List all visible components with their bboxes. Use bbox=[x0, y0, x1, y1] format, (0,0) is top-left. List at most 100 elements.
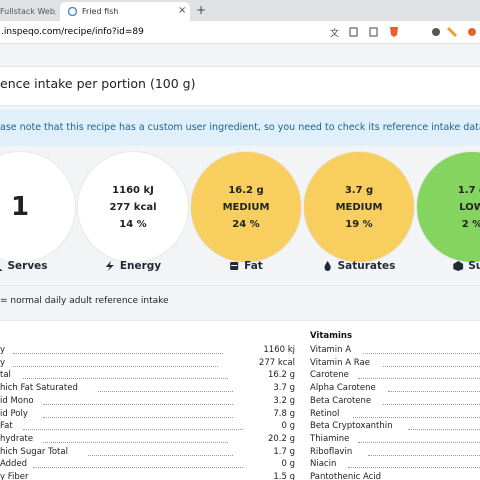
icon bbox=[105, 261, 114, 271]
leader bbox=[33, 467, 243, 469]
leader bbox=[358, 441, 480, 443]
nutrient-value: 277 kcal bbox=[258, 357, 295, 368]
leader bbox=[88, 454, 233, 456]
leader bbox=[353, 416, 480, 418]
label-text: Sug bbox=[468, 260, 480, 272]
leader bbox=[368, 454, 480, 456]
vitamins-title: Vitamins bbox=[310, 331, 353, 341]
circle-text: 277 kcal bbox=[109, 201, 157, 213]
tab-icon bbox=[68, 7, 77, 16]
nutrient-name: hich Sugar Total bbox=[0, 446, 68, 457]
nutrient-value: 7.8 g bbox=[273, 408, 295, 419]
leader bbox=[13, 353, 223, 354]
circle-text: 1.7 g bbox=[457, 184, 480, 196]
leader bbox=[43, 441, 228, 443]
nutrient-value: 0 g bbox=[281, 421, 295, 432]
url: .inspeqo.com/recipe/info?id=89 bbox=[1, 27, 144, 37]
nutrient-name: Added bbox=[0, 459, 28, 470]
nutrient-name: y bbox=[0, 345, 6, 355]
leader bbox=[383, 365, 480, 367]
nutrient-value: 20.2 g bbox=[267, 433, 295, 444]
active-tab[interactable] bbox=[60, 2, 190, 21]
vitamin-name: Pantothenic Acid bbox=[310, 472, 382, 480]
details-panel bbox=[0, 320, 480, 480]
nutrient-name: id Mono bbox=[0, 395, 34, 406]
vitamin-name: Retinol bbox=[310, 408, 340, 419]
circle-text: 1160 kJ bbox=[112, 184, 154, 196]
tab-title[interactable]: Fried fish bbox=[82, 7, 119, 16]
icon bbox=[0, 268, 3, 271]
vitamin-name: Thiamine bbox=[310, 433, 350, 444]
nutrient-circle: 16.2 g MEDIUM 24 % bbox=[191, 152, 301, 262]
separator bbox=[0, 285, 480, 286]
nutrient-name: hydrate bbox=[0, 433, 34, 444]
circle-text: 24 % bbox=[232, 218, 260, 230]
vitamin-name: Beta Cryptoxanthin bbox=[310, 421, 393, 432]
circle-label: Saturates bbox=[323, 260, 396, 272]
nutrient-name: y bbox=[0, 357, 6, 368]
vitamin-name: Carotene bbox=[310, 370, 349, 381]
nutrient-name: id Poly bbox=[0, 408, 28, 419]
leader bbox=[408, 429, 480, 431]
leader bbox=[383, 403, 480, 405]
vitamin-name: Beta Carotene bbox=[310, 395, 372, 406]
circle-text: 1 bbox=[10, 191, 30, 222]
address-bar[interactable]: .inspeqo.com/recipe/info?id=89 bbox=[0, 21, 480, 44]
nutrient-value: 0 g bbox=[281, 459, 295, 470]
section-header bbox=[0, 66, 480, 106]
leader bbox=[23, 378, 228, 380]
vitamin-name: Vitamin A bbox=[310, 345, 352, 355]
label-text: Energy bbox=[119, 260, 162, 272]
circle-text: 2 % bbox=[461, 218, 480, 230]
toolbar-icons: 文 bbox=[330, 26, 476, 38]
nutrient-value: 3.2 g bbox=[273, 395, 295, 406]
nutrient-value: 1160 kj bbox=[263, 345, 295, 355]
vitamin-name: Niacin bbox=[310, 459, 337, 470]
tab[interactable]: Fullstack Web, Mo bbox=[0, 7, 56, 16]
circle-text: 16.2 g bbox=[228, 184, 264, 196]
label-text: Saturates bbox=[337, 260, 396, 272]
notice: ase note that this recipe has a custom u… bbox=[0, 110, 480, 146]
circle-text: 19 % bbox=[345, 218, 373, 230]
new-tab[interactable]: + bbox=[196, 3, 207, 17]
circle-label: Fat bbox=[229, 260, 263, 272]
tab-close[interactable]: × bbox=[178, 5, 187, 16]
nutrient-name: tal bbox=[0, 370, 11, 381]
circle-text: MEDIUM bbox=[222, 201, 270, 213]
svg-text:文: 文 bbox=[330, 27, 339, 38]
leader bbox=[388, 391, 480, 393]
leader bbox=[23, 429, 243, 431]
nutrient-circle: 1 bbox=[0, 152, 75, 262]
circle-text: 14 % bbox=[119, 218, 147, 230]
circle-label: Sug bbox=[453, 260, 480, 272]
vitamin-name: Riboflavin bbox=[310, 446, 353, 457]
circle-text: LOW bbox=[459, 201, 480, 213]
vitamin-name: Alpha Carotene bbox=[310, 383, 376, 394]
leader bbox=[43, 416, 233, 418]
icon bbox=[453, 261, 464, 271]
icon bbox=[324, 261, 331, 271]
nutrient-value: 16.2 g bbox=[267, 370, 295, 381]
leader bbox=[363, 353, 480, 354]
nutrient-circle: 3.7 g MEDIUM 19 % bbox=[304, 152, 414, 262]
nutrient-value: 3.7 g bbox=[273, 383, 295, 394]
legend-note: = normal daily adult reference intake bbox=[0, 296, 169, 306]
section-title: ence intake per portion (100 g) bbox=[0, 76, 196, 91]
icon bbox=[230, 262, 239, 270]
nutrient-circle: 1160 kJ 277 kcal 14 % bbox=[78, 152, 188, 262]
leader bbox=[13, 365, 218, 367]
nutrient-circle: 1.7 g LOW 2 % bbox=[417, 152, 480, 262]
leader bbox=[348, 467, 480, 469]
nutrient-value: 1.5 g bbox=[273, 472, 295, 480]
nutrient-name: hich Fat Saturated bbox=[0, 383, 78, 394]
leader bbox=[98, 391, 233, 393]
circle-label: Serves bbox=[0, 260, 48, 272]
nutrient-name: Fat bbox=[0, 421, 13, 432]
label-text: Serves bbox=[7, 260, 48, 272]
circle-text: MEDIUM bbox=[335, 201, 383, 213]
nutrient-value: 1.7 g bbox=[273, 446, 295, 457]
nutrient-name: y Fiber bbox=[0, 472, 29, 480]
label-text: Fat bbox=[244, 260, 263, 272]
circle-label: Energy bbox=[105, 260, 161, 272]
